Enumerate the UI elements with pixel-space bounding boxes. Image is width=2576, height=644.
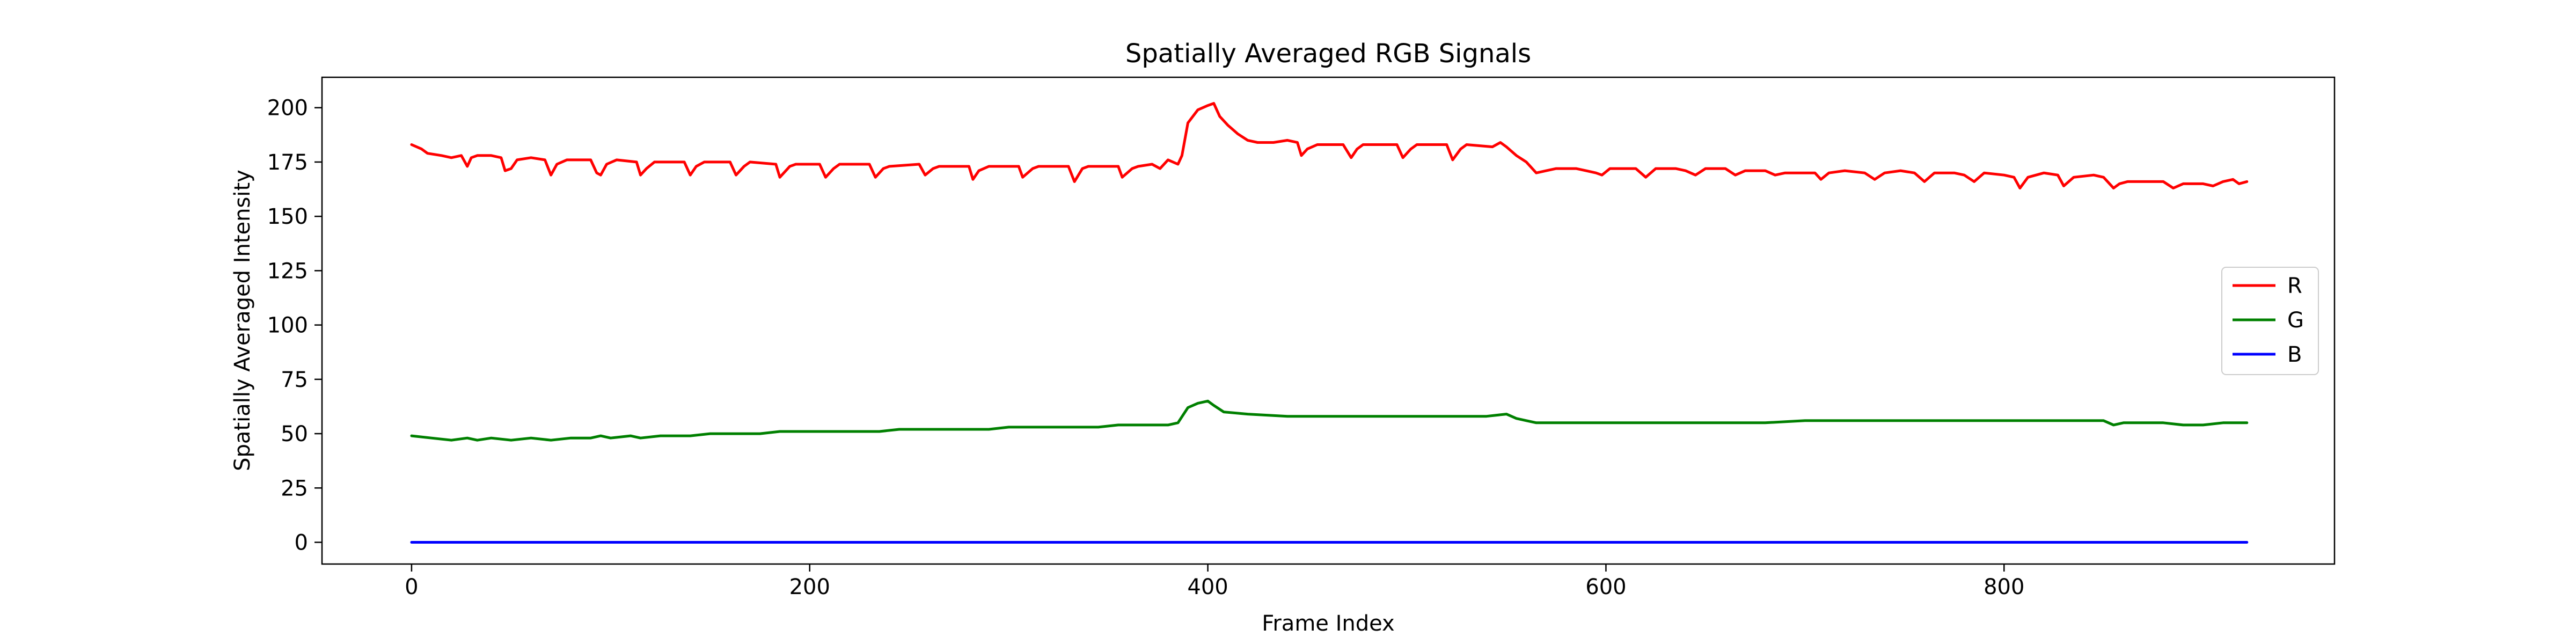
legend-label-r: R (2287, 274, 2302, 298)
legend-label-b: B (2287, 342, 2302, 367)
y-tick-label: 50 (281, 422, 308, 447)
x-tick-label: 600 (1585, 575, 1626, 599)
legend-items: RGB (2233, 274, 2304, 367)
y-axis-label: Spatially Averaged Intensity (230, 170, 255, 471)
y-tick-label: 150 (267, 204, 308, 229)
y-tick-label: 200 (267, 96, 308, 121)
series-line-r (410, 102, 2249, 189)
axes-frame (321, 76, 2336, 565)
plot-area (321, 76, 2336, 565)
y-tick-label: 100 (267, 313, 308, 338)
chart-title: Spatially Averaged RGB Signals (1125, 39, 1531, 69)
x-tick-label: 200 (789, 575, 830, 599)
y-tick-label: 75 (281, 368, 308, 392)
y-axis-ticks: 0 25 50 75 100 125 150 175 200 (267, 96, 322, 555)
legend: RGB (2221, 267, 2319, 375)
y-tick-label: 0 (295, 531, 308, 555)
series-layer (410, 102, 2249, 544)
y-tick-label: 175 (267, 150, 308, 175)
x-tick-label: 800 (1984, 575, 2024, 599)
x-tick-label: 400 (1187, 575, 1228, 599)
x-tick-label: 0 (405, 575, 418, 599)
y-tick-label: 25 (281, 476, 308, 501)
x-axis-ticks: 0 200 400 600 800 (405, 564, 2024, 599)
y-tick-label: 125 (267, 259, 308, 283)
x-axis-label: Frame Index (1262, 611, 1394, 636)
legend-label-g: G (2287, 308, 2304, 333)
series-line-g (410, 399, 2249, 442)
